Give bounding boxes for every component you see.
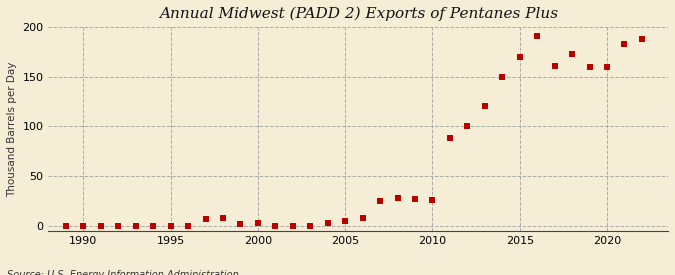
Point xyxy=(462,124,472,129)
Point xyxy=(148,224,159,229)
Point xyxy=(479,104,490,109)
Point xyxy=(165,224,176,229)
Point xyxy=(183,224,194,229)
Point xyxy=(410,197,421,202)
Point xyxy=(619,42,630,46)
Point xyxy=(61,224,72,229)
Point xyxy=(130,224,141,229)
Point xyxy=(637,37,647,41)
Point xyxy=(584,64,595,69)
Point xyxy=(323,221,333,226)
Point xyxy=(200,217,211,221)
Point xyxy=(305,224,316,229)
Point xyxy=(514,54,525,59)
Point xyxy=(375,199,385,204)
Point xyxy=(549,63,560,68)
Point xyxy=(497,74,508,79)
Point xyxy=(601,64,612,69)
Y-axis label: Thousand Barrels per Day: Thousand Barrels per Day xyxy=(7,61,17,197)
Point xyxy=(427,198,438,202)
Point xyxy=(217,216,228,221)
Point xyxy=(235,222,246,226)
Point xyxy=(392,196,403,200)
Point xyxy=(78,224,89,229)
Point xyxy=(567,51,578,56)
Point xyxy=(288,224,298,229)
Title: Annual Midwest (PADD 2) Exports of Pentanes Plus: Annual Midwest (PADD 2) Exports of Penta… xyxy=(159,7,558,21)
Point xyxy=(95,224,106,229)
Point xyxy=(252,221,263,226)
Point xyxy=(357,216,368,221)
Point xyxy=(340,219,350,223)
Point xyxy=(445,136,456,141)
Point xyxy=(113,224,124,229)
Point xyxy=(532,34,543,38)
Text: Source: U.S. Energy Information Administration: Source: U.S. Energy Information Administ… xyxy=(7,271,238,275)
Point xyxy=(270,224,281,229)
